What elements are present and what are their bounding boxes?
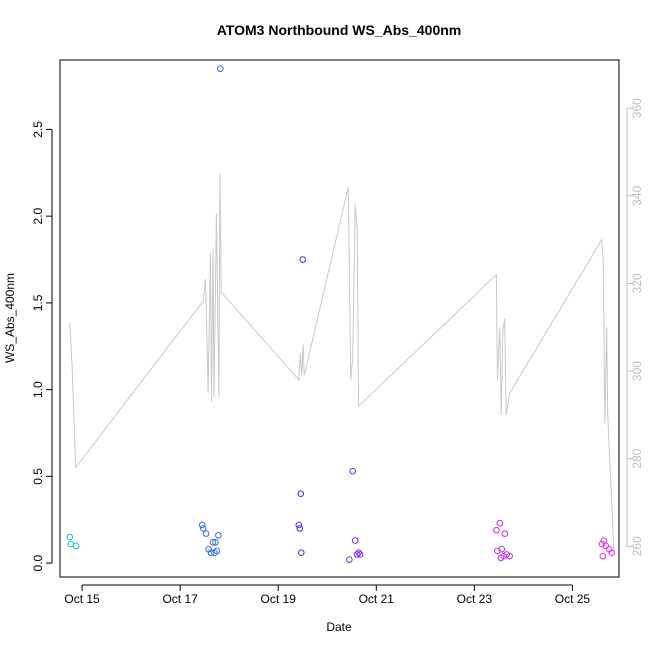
line-series-layer [69,173,615,556]
data-point [356,551,364,558]
data-point [598,540,606,548]
data-point [66,533,74,541]
data-point [296,525,304,532]
plot-frame [59,59,620,578]
data-point [355,549,362,557]
data-point [207,549,215,557]
data-point [67,540,75,548]
data-point [346,556,353,563]
data-point [217,65,224,72]
data-point [494,547,501,555]
data-point [506,552,513,560]
x-tick-label: Oct 17 [162,592,198,606]
data-point [199,525,207,532]
y-tick-label: 2.5 [31,121,45,138]
data-point [349,467,357,475]
y2-tick-label: 280 [630,448,644,468]
data-point [498,545,506,553]
y-tick-label: 0.0 [31,554,45,571]
y2-tick-label: 360 [630,98,644,118]
data-point [608,549,615,557]
axes-layer: 0.0 0.5 1.0 1.5 2.0 2.5 260 280 300 320 340 360 Oct … [31,98,644,606]
line-series [69,173,615,556]
chart-title: ATOM3 Northbound WS_Abs_400nm [217,22,462,38]
data-point [496,519,504,527]
data-point [213,547,221,555]
y-tick-label: 1.5 [31,294,45,311]
data-point [198,521,206,529]
y-axis-label: WS_Abs_400nm [3,273,17,363]
data-point [351,537,359,544]
y-tick-label: 2.0 [31,207,45,224]
data-point [493,526,500,534]
data-point [353,551,361,558]
data-point [202,530,210,537]
x-tick-label: Oct 25 [555,592,591,606]
data-point [297,549,305,557]
y-tick-label: 0.5 [31,468,45,485]
data-point [295,521,303,529]
data-point [215,532,222,539]
data-point [72,542,80,550]
y2-tick-label: 320 [630,273,644,293]
x-tick-label: Oct 23 [457,592,493,606]
x-axis-label: Date [326,620,352,634]
data-point [297,490,305,498]
x-tick-label: Oct 15 [64,592,100,606]
x-tick-label: Oct 19 [261,592,297,606]
data-point [602,542,610,550]
data-point [501,530,509,537]
x-tick-label: Oct 21 [359,592,395,606]
data-point [209,539,217,546]
y2-tick-label: 300 [630,361,644,381]
data-point [599,552,607,560]
y2-tick-label: 260 [630,536,644,556]
data-point [212,539,219,546]
y-tick-label: 1.0 [31,381,45,398]
data-point [299,256,307,263]
y2-tick-label: 340 [630,185,644,205]
points-layer [66,65,615,563]
